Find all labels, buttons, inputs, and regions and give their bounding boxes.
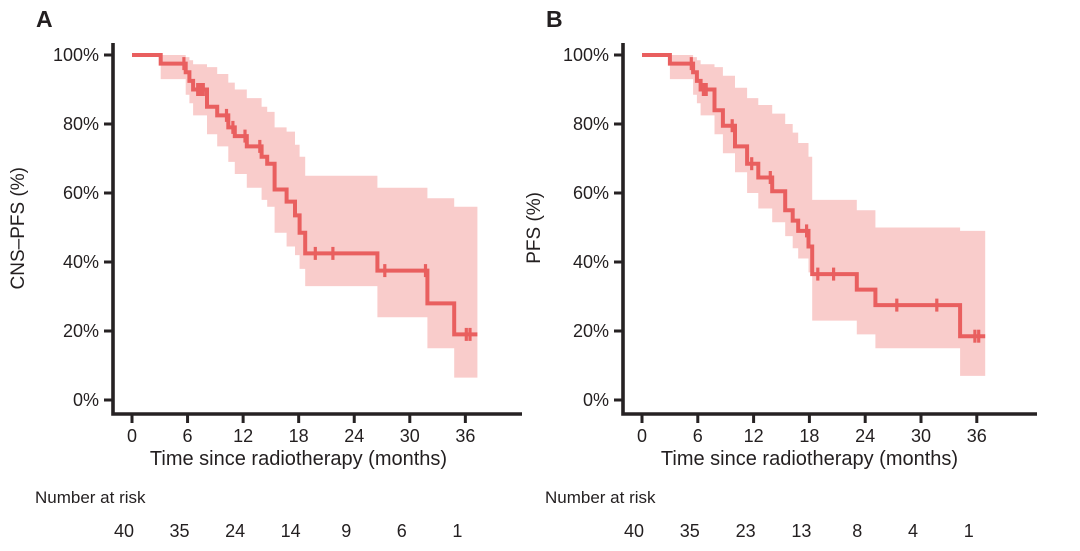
y-tick-label: 80% [63, 114, 99, 134]
x-tick-label: 18 [289, 426, 309, 446]
panel-b-letter: B [546, 6, 563, 32]
y-tick-label: 100% [563, 45, 609, 65]
panel-a-x-axis-title: Time since radiotherapy (months) [149, 448, 448, 470]
x-tick-label: 6 [693, 426, 703, 446]
x-tick-label: 18 [799, 426, 819, 446]
x-tick-label: 12 [233, 426, 253, 446]
number-at-risk-value: 40 [624, 521, 644, 541]
panel-a: 0% 20% 40% 60% 80% 100% 0 40 6 35 12 24 18 14 24 9 30 6 36… [53, 43, 522, 541]
number-at-risk-value: 14 [281, 521, 301, 541]
x-tick-label: 36 [967, 426, 987, 446]
number-at-risk-value: 6 [397, 521, 407, 541]
number-at-risk-value: 4 [908, 521, 918, 541]
x-tick-label: 0 [637, 426, 647, 446]
panel-b: 0% 20% 40% 60% 80% 100% 0 40 6 35 12 23 18 13 24 8 30 4 36… [563, 43, 1037, 541]
x-tick-label: 30 [911, 426, 931, 446]
number-at-risk-value: 24 [225, 521, 245, 541]
panel-a-censor-marks [182, 57, 472, 341]
y-tick-label: 20% [573, 321, 609, 341]
y-tick-label: 40% [63, 252, 99, 272]
panel-b-censor-marks [689, 57, 981, 343]
y-tick-label: 100% [53, 45, 99, 65]
panel-a-number-at-risk-label: Number at risk [35, 488, 146, 507]
y-tick-label: 0% [73, 390, 99, 410]
panel-b-axes [621, 43, 1037, 416]
number-at-risk-value: 1 [452, 521, 462, 541]
x-tick-label: 6 [183, 426, 193, 446]
x-tick-label: 24 [855, 426, 875, 446]
y-tick-label: 80% [573, 114, 609, 134]
x-tick-label: 36 [455, 426, 475, 446]
x-tick-label: 0 [127, 426, 137, 446]
panel-b-survival-curve [642, 53, 986, 339]
x-tick-label: 24 [344, 426, 364, 446]
number-at-risk-value: 35 [680, 521, 700, 541]
number-at-risk-value: 35 [170, 521, 190, 541]
number-at-risk-value: 23 [736, 521, 756, 541]
y-tick-label: 60% [63, 183, 99, 203]
y-tick-label: 60% [573, 183, 609, 203]
panel-a-y-axis-title: CNS–PFS (%) [6, 42, 32, 414]
panel-a-survival-curve [132, 53, 478, 337]
number-at-risk-value: 8 [852, 521, 862, 541]
number-at-risk-value: 13 [791, 521, 811, 541]
panel-b-x-axis-title: Time since radiotherapy (months) [660, 448, 959, 470]
panel-b-y-axis-title: PFS (%) [522, 42, 548, 414]
panel-a-letter: A [36, 6, 53, 32]
panel-b-number-at-risk-label: Number at risk [545, 488, 656, 507]
number-at-risk-value: 9 [341, 521, 351, 541]
number-at-risk-value: 1 [964, 521, 974, 541]
panel-b-y-axis-title-text: PFS (%) [524, 192, 545, 264]
y-tick-label: 40% [573, 252, 609, 272]
x-tick-label: 30 [400, 426, 420, 446]
x-tick-label: 12 [744, 426, 764, 446]
number-at-risk-value: 40 [114, 521, 134, 541]
panel-b-confidence-band [669, 55, 986, 376]
panel-a-axes [111, 43, 522, 416]
y-tick-label: 20% [63, 321, 99, 341]
panel-a-y-axis-title-text: CNS–PFS (%) [8, 166, 29, 290]
y-tick-label: 0% [583, 390, 609, 410]
